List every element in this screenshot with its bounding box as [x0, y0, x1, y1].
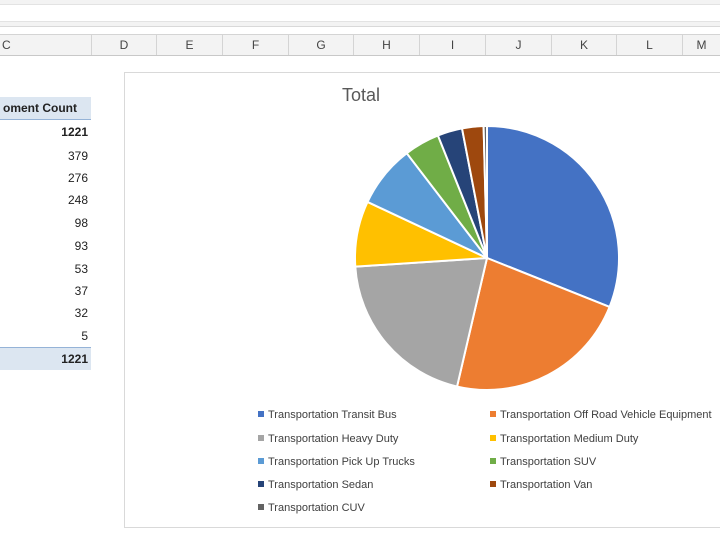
- pivot-value-cell[interactable]: 93: [74, 239, 88, 253]
- column-header-g[interactable]: G: [289, 35, 354, 55]
- legend-swatch: [258, 411, 264, 417]
- legend-entry-transit-bus: Transportation Transit Bus: [258, 409, 397, 421]
- pie-slice-transportation-off-road-vehicle-equipment[interactable]: [455, 256, 611, 391]
- legend-label: Transportation Transit Bus: [268, 409, 397, 421]
- column-header-h[interactable]: H: [354, 35, 420, 55]
- legend-entry-cuv: Transportation CUV: [258, 502, 365, 514]
- column-header-k[interactable]: K: [552, 35, 617, 55]
- column-header-l[interactable]: L: [617, 35, 683, 55]
- pie-svg: [353, 124, 620, 391]
- column-header-j[interactable]: J: [486, 35, 552, 55]
- column-headers: C D E F G H I J K L M: [0, 34, 720, 56]
- pivot-value-cell[interactable]: 32: [74, 306, 88, 320]
- legend-entry-medium-duty: Transportation Medium Duty: [490, 433, 638, 445]
- legend-swatch: [490, 458, 496, 464]
- pivot-header-cell[interactable]: oment Count: [0, 97, 91, 120]
- legend-swatch: [258, 435, 264, 441]
- legend-swatch: [490, 411, 496, 417]
- column-header-d[interactable]: D: [92, 35, 157, 55]
- legend-entry-heavy-duty: Transportation Heavy Duty: [258, 433, 398, 445]
- legend-entry-van: Transportation Van: [490, 479, 592, 491]
- legend-label: Transportation Sedan: [268, 479, 374, 491]
- column-header-c[interactable]: C: [0, 35, 92, 55]
- legend-label: Transportation Heavy Duty: [268, 433, 399, 445]
- legend-label: Transportation SUV: [500, 456, 597, 468]
- pie-chart[interactable]: Total: [124, 72, 720, 528]
- pivot-value-cell[interactable]: 53: [74, 262, 88, 276]
- pie-slice-transportation-cuv[interactable]: [482, 124, 488, 259]
- chart-title: Total: [341, 85, 381, 105]
- legend-swatch: [258, 481, 264, 487]
- formula-bar-area: [0, 0, 720, 27]
- legend-label: Transportation Medium Duty: [500, 433, 639, 445]
- legend-label: Transportation Van: [500, 479, 593, 491]
- legend-entry-suv: Transportation SUV: [490, 456, 596, 468]
- legend-swatch: [490, 435, 496, 441]
- column-header-f[interactable]: F: [223, 35, 289, 55]
- legend-label: Transportation CUV: [268, 502, 365, 514]
- legend-entry-pickup: Transportation Pick Up Trucks: [258, 456, 415, 468]
- pivot-value-cell[interactable]: 5: [81, 329, 88, 343]
- formula-bar[interactable]: [0, 4, 720, 22]
- pivot-value-cell[interactable]: 248: [67, 193, 88, 207]
- pivot-header-label: oment Count: [3, 101, 77, 115]
- column-header-i[interactable]: I: [420, 35, 486, 55]
- legend-entry-off-road: Transportation Off Road Vehicle Equipmen…: [490, 409, 712, 421]
- pivot-total-row[interactable]: 1221: [0, 347, 91, 370]
- legend-label: Transportation Pick Up Trucks: [268, 456, 415, 468]
- pivot-value-cell[interactable]: 37: [74, 284, 88, 298]
- column-header-m[interactable]: M: [696, 38, 707, 52]
- legend-swatch: [258, 458, 264, 464]
- legend-swatch: [258, 504, 264, 510]
- pie-slice-transportation-transit-bus[interactable]: [486, 124, 620, 309]
- pivot-value-cell[interactable]: 276: [67, 171, 88, 185]
- pivot-value-cell[interactable]: 98: [74, 216, 88, 230]
- legend-label: Transportation Off Road Vehicle Equipmen…: [500, 409, 712, 421]
- column-header-e[interactable]: E: [157, 35, 223, 55]
- pie-slice-transportation-heavy-duty[interactable]: [354, 256, 489, 388]
- pivot-grand-top[interactable]: 1221: [61, 125, 88, 139]
- legend-entry-sedan: Transportation Sedan: [258, 479, 373, 491]
- pivot-value-cell[interactable]: 379: [67, 149, 88, 163]
- legend-swatch: [490, 481, 496, 487]
- pivot-total-value: 1221: [61, 352, 88, 366]
